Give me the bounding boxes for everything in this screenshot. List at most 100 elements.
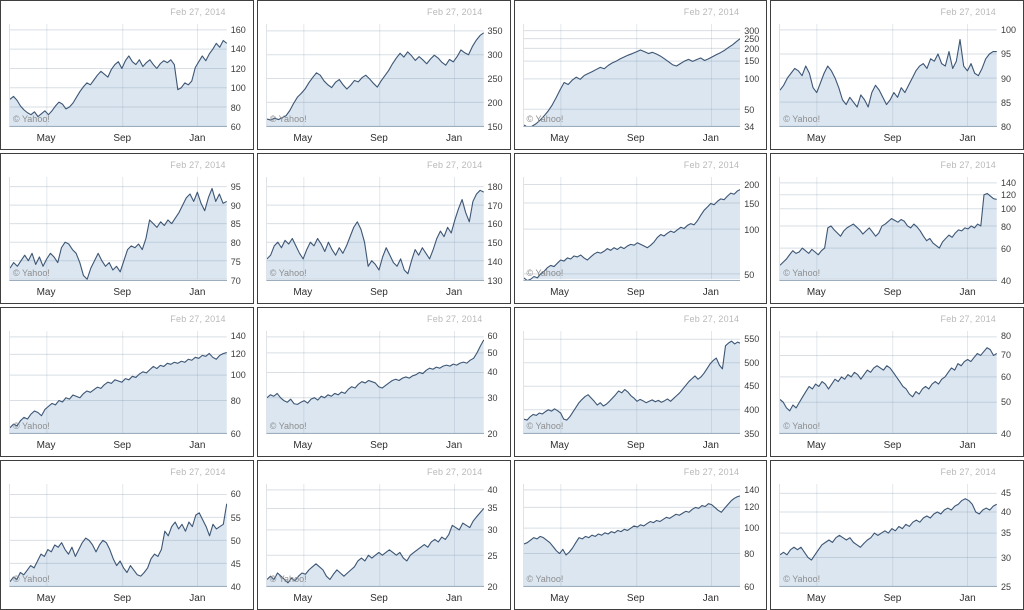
x-label-may: May [293,133,313,145]
stock-chart-cell[interactable]: Feb 27, 2014 © Yahoo! 130 140 150 160 170 180… [256,153,511,304]
stock-chart-cell[interactable]: Feb 27, 2014 © Yahoo! 150 200 250 300 350 Ma… [256,0,511,151]
stock-chart-cell[interactable]: Feb 27, 2014 © Yahoo! 20 25 30 35 40 May Sep… [256,459,511,610]
y-tick-label: 45 [230,558,241,569]
stock-chart-cell[interactable]: Feb 27, 2014 © Yahoo! 60 80 100 120 140 160 M… [0,0,254,151]
y-tick-label: 100 [1001,24,1017,35]
x-axis-month-labels: May Sep Jan [266,287,484,301]
yahoo-watermark: © Yahoo! [526,267,564,278]
y-tick-label: 55 [230,512,241,523]
y-axis-tick-labels: 130 140 150 160 170 180 [485,177,509,286]
y-axis-tick-labels: 60 80 100 120 140 160 [228,24,252,132]
price-series-chart [266,331,484,433]
date-label: Feb 27, 2014 [170,313,226,324]
stock-chart-cell[interactable]: Feb 27, 2014 © Yahoo! 60 80 100 120 140 May … [0,306,254,457]
date-label: Feb 27, 2014 [683,7,740,17]
yahoo-watermark: © Yahoo! [269,114,307,125]
y-tick-label: 85 [1001,97,1012,108]
y-tick-label: 20 [487,428,498,439]
y-axis-tick-labels: 70 75 80 85 90 95 [228,177,252,286]
y-tick-label: 200 [744,43,760,54]
plot-area: © Yahoo! [9,483,227,587]
stock-chart-cell[interactable]: Feb 27, 2014 © Yahoo! 34 50 100 150 200 250 30… [513,0,768,151]
y-tick-label: 80 [1001,122,1012,133]
y-tick-label: 50 [744,270,755,281]
y-tick-label: 60 [1001,371,1012,382]
y-tick-label: 40 [487,367,498,378]
x-label-sep: Sep [370,439,388,451]
x-label-sep: Sep [626,133,645,145]
y-tick-label: 45 [1001,488,1012,499]
y-tick-label: 25 [487,550,498,561]
x-label-jan: Jan [702,286,719,298]
yahoo-watermark: © Yahoo! [269,574,307,584]
stock-chart-cell[interactable]: Feb 27, 2014 © Yahoo! 40 60 80 100 120 140 Ma… [770,153,1024,304]
price-series-chart [780,484,997,586]
plot-area: © Yahoo! [522,177,741,281]
plot-area: © Yahoo! [779,483,997,587]
y-tick-label: 160 [487,219,503,230]
y-axis-tick-labels: 34 50 100 150 200 250 300 [741,24,765,133]
x-label-sep: Sep [883,133,902,145]
stock-chart-cell[interactable]: Feb 27, 2014 © Yahoo! 25 30 35 40 45 May Sep… [770,459,1024,610]
y-tick-label: 120 [230,349,246,360]
y-tick-label: 85 [230,219,241,230]
y-tick-label: 25 [1001,582,1012,592]
date-label: Feb 27, 2014 [940,160,996,171]
y-tick-label: 300 [487,50,503,60]
y-tick-label: 100 [1001,204,1017,215]
x-label-may: May [36,439,56,451]
y-tick-label: 80 [744,548,755,559]
plot-area: © Yahoo! [265,483,484,587]
x-label-sep: Sep [883,286,902,298]
date-label: Feb 27, 2014 [940,466,996,477]
y-tick-label: 30 [1001,552,1012,563]
x-label-may: May [806,286,826,298]
stock-chart-cell[interactable]: Feb 27, 2014 © Yahoo! 50 100 150 200 May Se… [513,153,768,304]
y-tick-label: 20 [487,582,498,592]
y-tick-label: 350 [487,25,503,36]
y-tick-label: 120 [230,63,246,74]
x-label-may: May [550,133,569,145]
x-label-jan: Jan [189,286,206,298]
x-label-sep: Sep [626,439,645,451]
y-tick-label: 130 [487,275,503,286]
yahoo-watermark: © Yahoo! [783,267,821,278]
plot-area: © Yahoo! [9,330,227,434]
x-axis-month-labels: May Sep Jan [779,133,997,147]
stock-chart-cell[interactable]: Feb 27, 2014 © Yahoo! 40 50 60 70 80 May Sep… [770,306,1024,457]
date-label: Feb 27, 2014 [683,160,740,171]
yahoo-watermark: © Yahoo! [526,114,564,125]
y-tick-label: 30 [487,525,498,536]
stock-chart-cell[interactable]: Feb 27, 2014 © Yahoo! 20 30 40 50 60 May Sep… [256,306,511,457]
x-axis-month-labels: May Sep Jan [9,593,227,607]
x-label-jan: Jan [446,593,463,604]
y-tick-label: 120 [744,502,760,513]
y-tick-label: 35 [1001,528,1012,539]
yahoo-watermark: © Yahoo! [13,114,50,125]
stock-chart-cell[interactable]: Feb 27, 2014 © Yahoo! 60 80 100 120 140 May … [513,459,768,610]
stock-chart-cell[interactable]: Feb 27, 2014 © Yahoo! 70 75 80 85 90 95 May S… [0,153,254,304]
price-series-chart [10,177,227,280]
x-axis-month-labels: May Sep Jan [523,593,741,607]
y-tick-label: 50 [1001,397,1012,408]
y-tick-label: 50 [487,347,498,358]
date-label: Feb 27, 2014 [427,160,483,171]
y-tick-label: 40 [230,582,241,592]
y-tick-label: 100 [230,83,246,94]
price-series-chart [523,484,741,586]
y-tick-label: 150 [487,122,503,133]
y-tick-label: 170 [487,200,503,211]
y-tick-label: 150 [487,238,503,249]
y-tick-label: 40 [1001,428,1012,439]
x-axis-month-labels: May Sep Jan [779,287,997,301]
x-label-jan: Jan [702,593,719,604]
date-label: Feb 27, 2014 [683,466,740,477]
stock-chart-cell[interactable]: Feb 27, 2014 © Yahoo! 350 400 450 500 550 Ma… [513,306,768,457]
stock-chart-cell[interactable]: Feb 27, 2014 © Yahoo! 40 45 50 55 60 May Sep… [0,459,254,610]
stock-chart-cell[interactable]: Feb 27, 2014 © Yahoo! 80 85 90 95 100 May Se… [770,0,1024,151]
y-axis-tick-labels: 150 200 250 300 350 [485,24,509,132]
x-label-jan: Jan [959,593,976,604]
y-tick-label: 250 [744,33,760,44]
y-axis-tick-labels: 60 80 100 120 140 [741,484,765,592]
y-tick-label: 250 [487,74,503,85]
